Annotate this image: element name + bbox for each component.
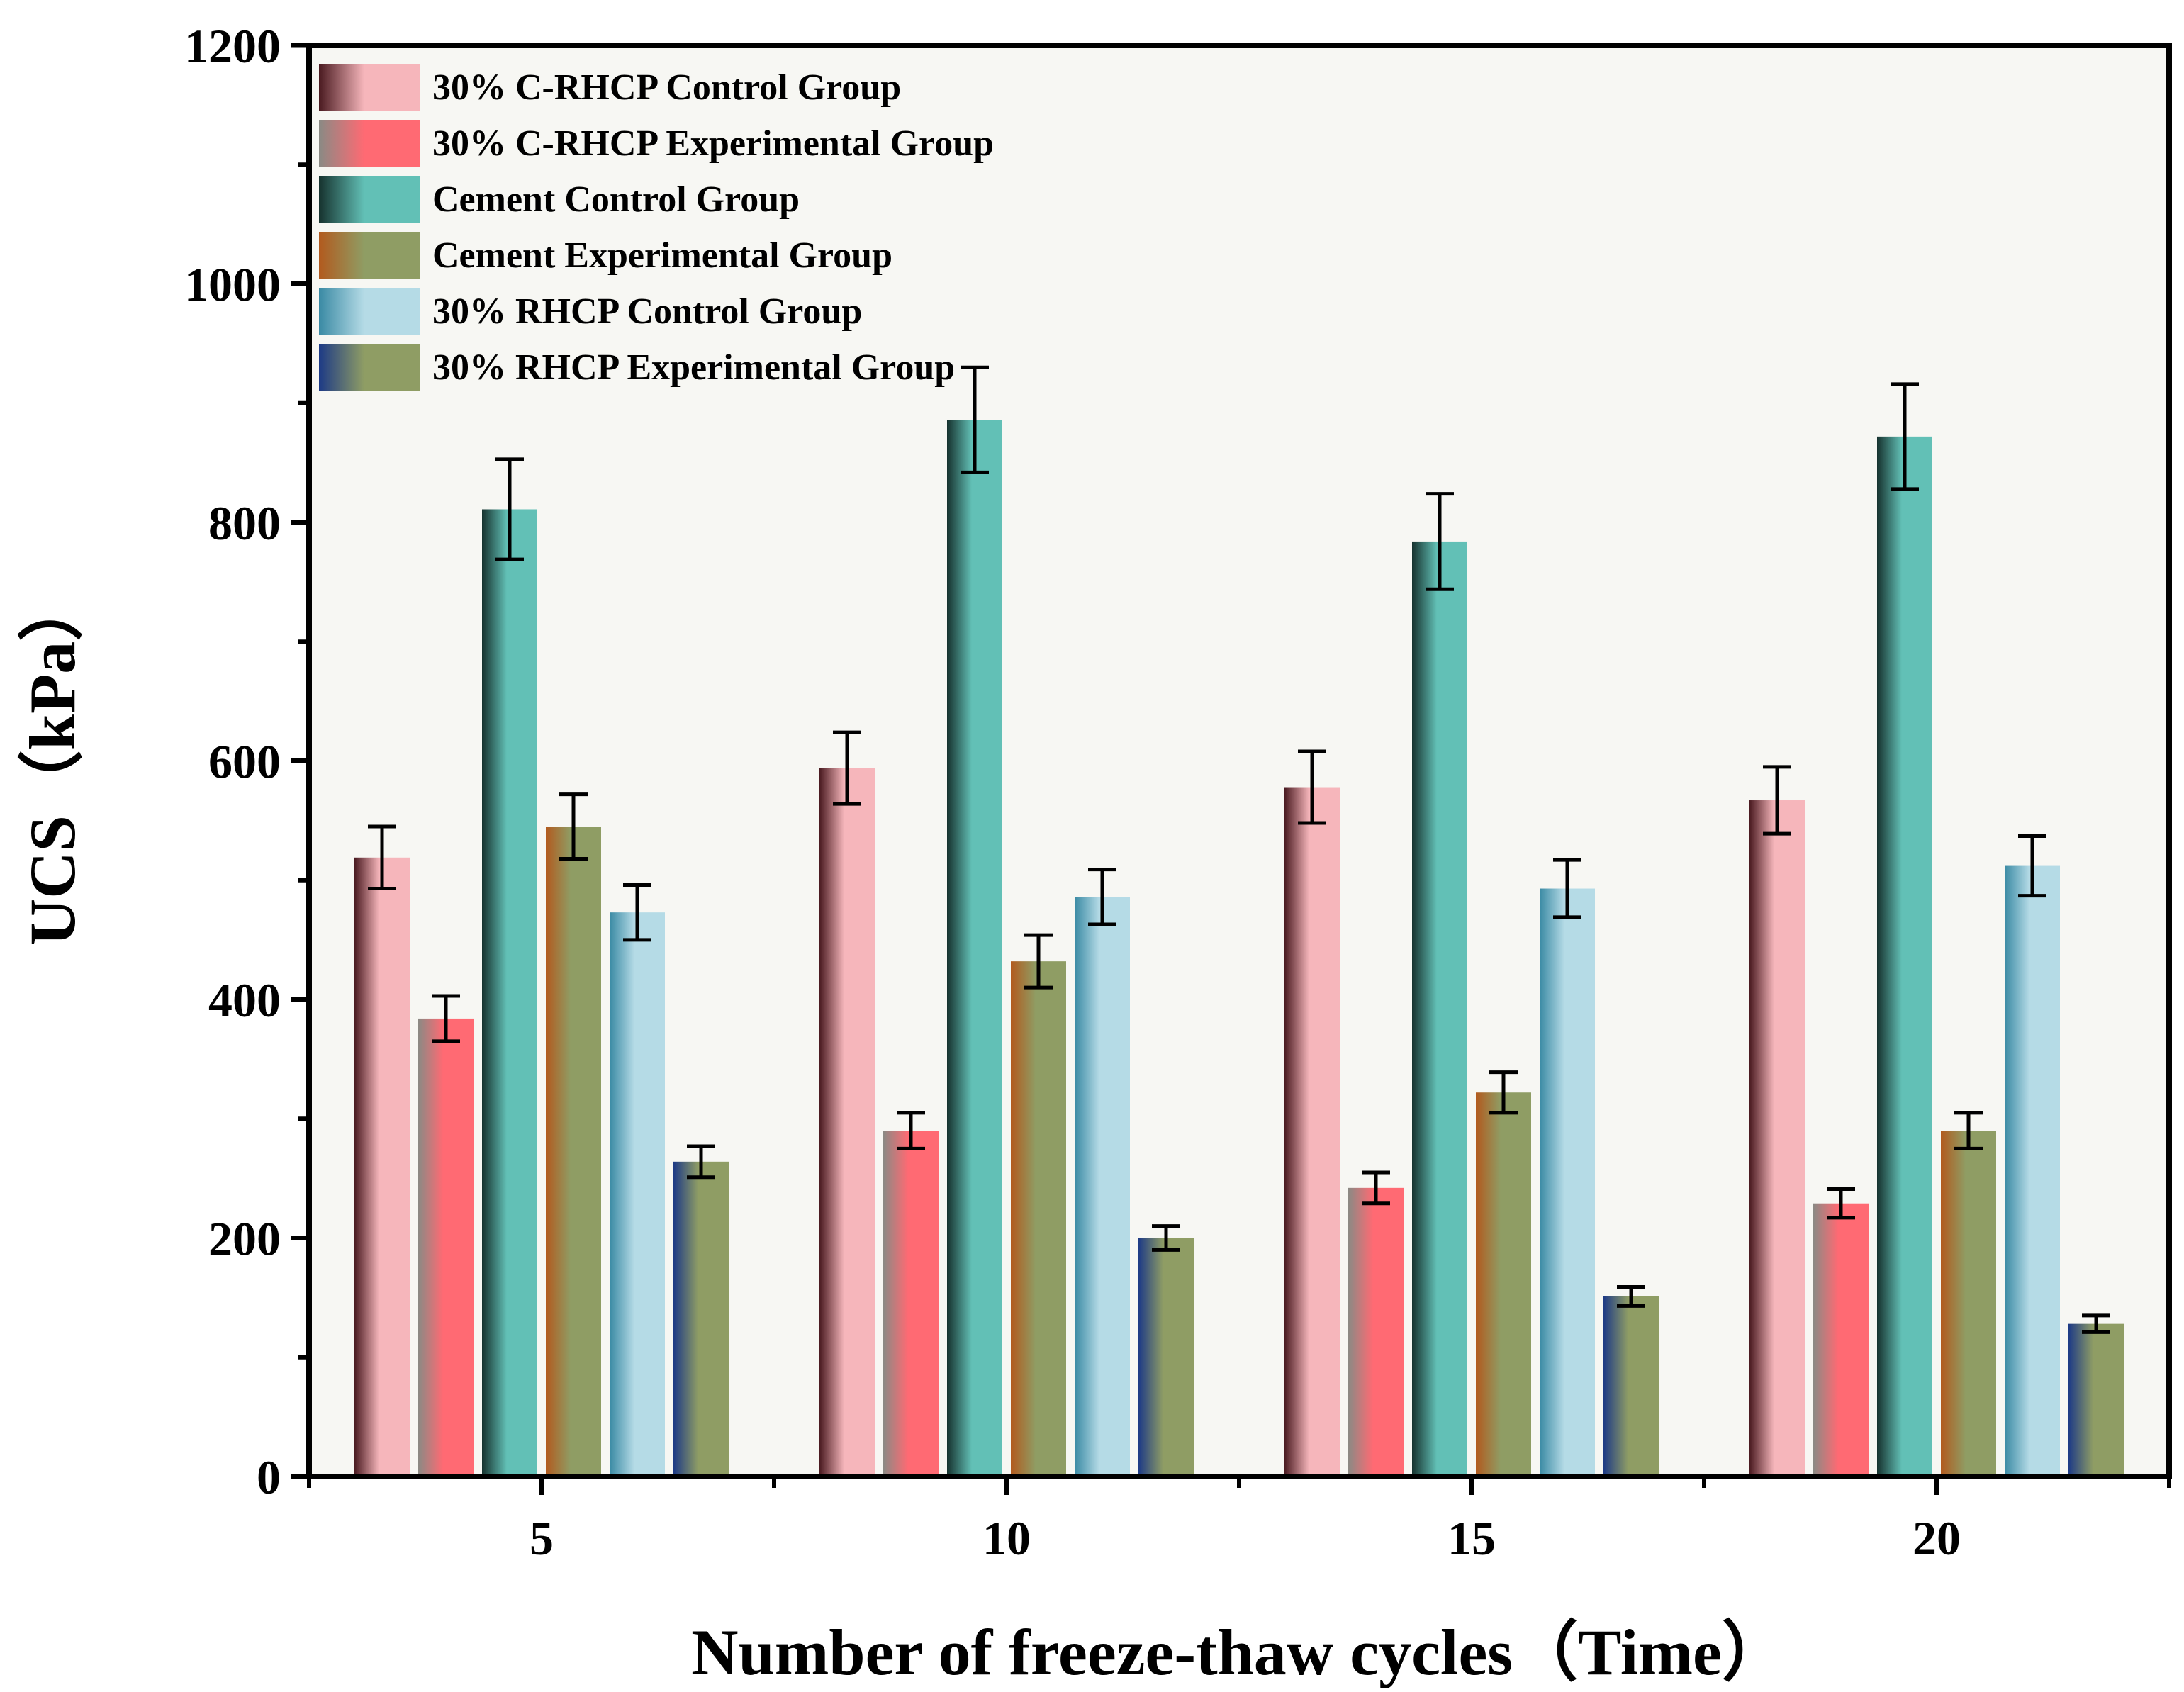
- legend-swatch: [319, 176, 420, 223]
- bar-s3-c3: [1412, 541, 1467, 1477]
- error-bar-s2-c3: [1362, 1170, 1390, 1206]
- bar-s4-c3: [1476, 1092, 1531, 1477]
- error-bar-s2-c2: [897, 1111, 925, 1150]
- bar-s4-c2: [1011, 961, 1066, 1477]
- x-tick-label: 20: [1913, 1511, 1961, 1565]
- bar-s2-c3: [1348, 1187, 1404, 1477]
- legend-swatch: [319, 344, 420, 391]
- legend-swatch: [319, 120, 420, 167]
- legend-item: 30% RHCP Control Group: [319, 288, 862, 335]
- legend-item: Cement Control Group: [319, 176, 800, 223]
- error-bar-s6-c2: [1152, 1224, 1180, 1252]
- x-tick-label: 15: [1447, 1511, 1496, 1565]
- error-bar-s1-c4: [1763, 765, 1791, 836]
- bar-s4-c4: [1941, 1131, 1996, 1477]
- bar-s1-c2: [819, 768, 875, 1477]
- legend-label: 30% C-RHCP Experimental Group: [432, 123, 994, 164]
- error-bar-s3-c4: [1891, 382, 1919, 491]
- legend: 30% C-RHCP Control Group 30% C-RHCP Exper…: [319, 64, 994, 391]
- y-tick-label: 800: [208, 496, 281, 550]
- bar-s3-c1: [482, 509, 537, 1477]
- legend-item: 30% RHCP Experimental Group: [319, 344, 955, 391]
- bar-s1-c1: [354, 857, 410, 1477]
- bar-s2-c2: [883, 1131, 939, 1477]
- bar-s3-c2: [947, 420, 1002, 1477]
- legend-swatch: [319, 232, 420, 279]
- bar-s2-c4: [1813, 1203, 1869, 1477]
- error-bar-s2-c1: [432, 994, 460, 1043]
- bar-s1-c4: [1749, 800, 1805, 1477]
- error-bar-s1-c3: [1298, 749, 1326, 825]
- legend-label: 30% RHCP Control Group: [432, 291, 862, 332]
- bar-s2-c1: [418, 1018, 474, 1477]
- x-tick-label: 5: [530, 1511, 554, 1565]
- error-bar-s3-c2: [961, 365, 989, 474]
- error-bar-s4-c2: [1024, 933, 1053, 990]
- bar-s6-c4: [2068, 1323, 2124, 1477]
- bar-s1-c3: [1284, 787, 1340, 1477]
- error-bar-s6-c4: [2082, 1313, 2110, 1334]
- bar-s5-c1: [610, 912, 665, 1477]
- axes-layer: 0 200 400 600 800 1000 1200 5 10 15 20: [184, 19, 2172, 1565]
- error-bar-s5-c1: [623, 883, 651, 942]
- error-bar-s3-c3: [1426, 492, 1454, 591]
- legend-label: Cement Control Group: [432, 179, 800, 220]
- legend-item: Cement Experimental Group: [319, 232, 892, 279]
- error-bar-s4-c4: [1954, 1111, 1983, 1150]
- bar-s6-c2: [1138, 1238, 1194, 1477]
- error-bar-s5-c2: [1088, 868, 1116, 926]
- x-axis-title: Number of freeze-thaw cycles（Time）: [691, 1616, 1787, 1688]
- error-bar-s3-c1: [495, 457, 524, 561]
- legend-swatch: [319, 64, 420, 111]
- error-bar-s5-c4: [2018, 834, 2046, 898]
- legend-item: 30% C-RHCP Control Group: [319, 64, 901, 111]
- y-tick-label: 1200: [184, 19, 281, 73]
- legend-swatch: [319, 288, 420, 335]
- bar-s6-c1: [673, 1161, 729, 1477]
- error-bar-s1-c2: [833, 730, 861, 806]
- bars-layer: [354, 365, 2124, 1477]
- legend-label: 30% C-RHCP Control Group: [432, 67, 901, 108]
- legend-label: 30% RHCP Experimental Group: [432, 347, 955, 388]
- bar-s5-c3: [1540, 888, 1595, 1477]
- error-bar-s6-c3: [1617, 1284, 1645, 1308]
- y-tick-label: 1000: [184, 258, 281, 312]
- y-tick-label: 200: [208, 1212, 281, 1266]
- bar-s3-c4: [1877, 436, 1932, 1477]
- legend-label: Cement Experimental Group: [432, 235, 892, 276]
- y-tick-label: 400: [208, 973, 281, 1027]
- x-tick-label: 10: [982, 1511, 1031, 1565]
- bar-s6-c3: [1603, 1296, 1659, 1477]
- error-bar-s4-c1: [559, 792, 588, 861]
- bar-s5-c4: [2005, 865, 2060, 1477]
- bar-s5-c2: [1075, 897, 1130, 1477]
- legend-item: 30% C-RHCP Experimental Group: [319, 120, 994, 167]
- y-tick-label: 0: [257, 1450, 281, 1504]
- y-tick-label: 600: [208, 735, 281, 789]
- error-bar-s5-c3: [1553, 858, 1581, 919]
- error-bar-s6-c1: [687, 1144, 715, 1180]
- error-bar-s1-c1: [368, 824, 396, 891]
- error-bar-s2-c4: [1827, 1187, 1855, 1220]
- y-axis-title: UCS（kPa）: [16, 576, 89, 946]
- bar-s4-c1: [546, 827, 601, 1477]
- error-bar-s4-c3: [1489, 1070, 1518, 1115]
